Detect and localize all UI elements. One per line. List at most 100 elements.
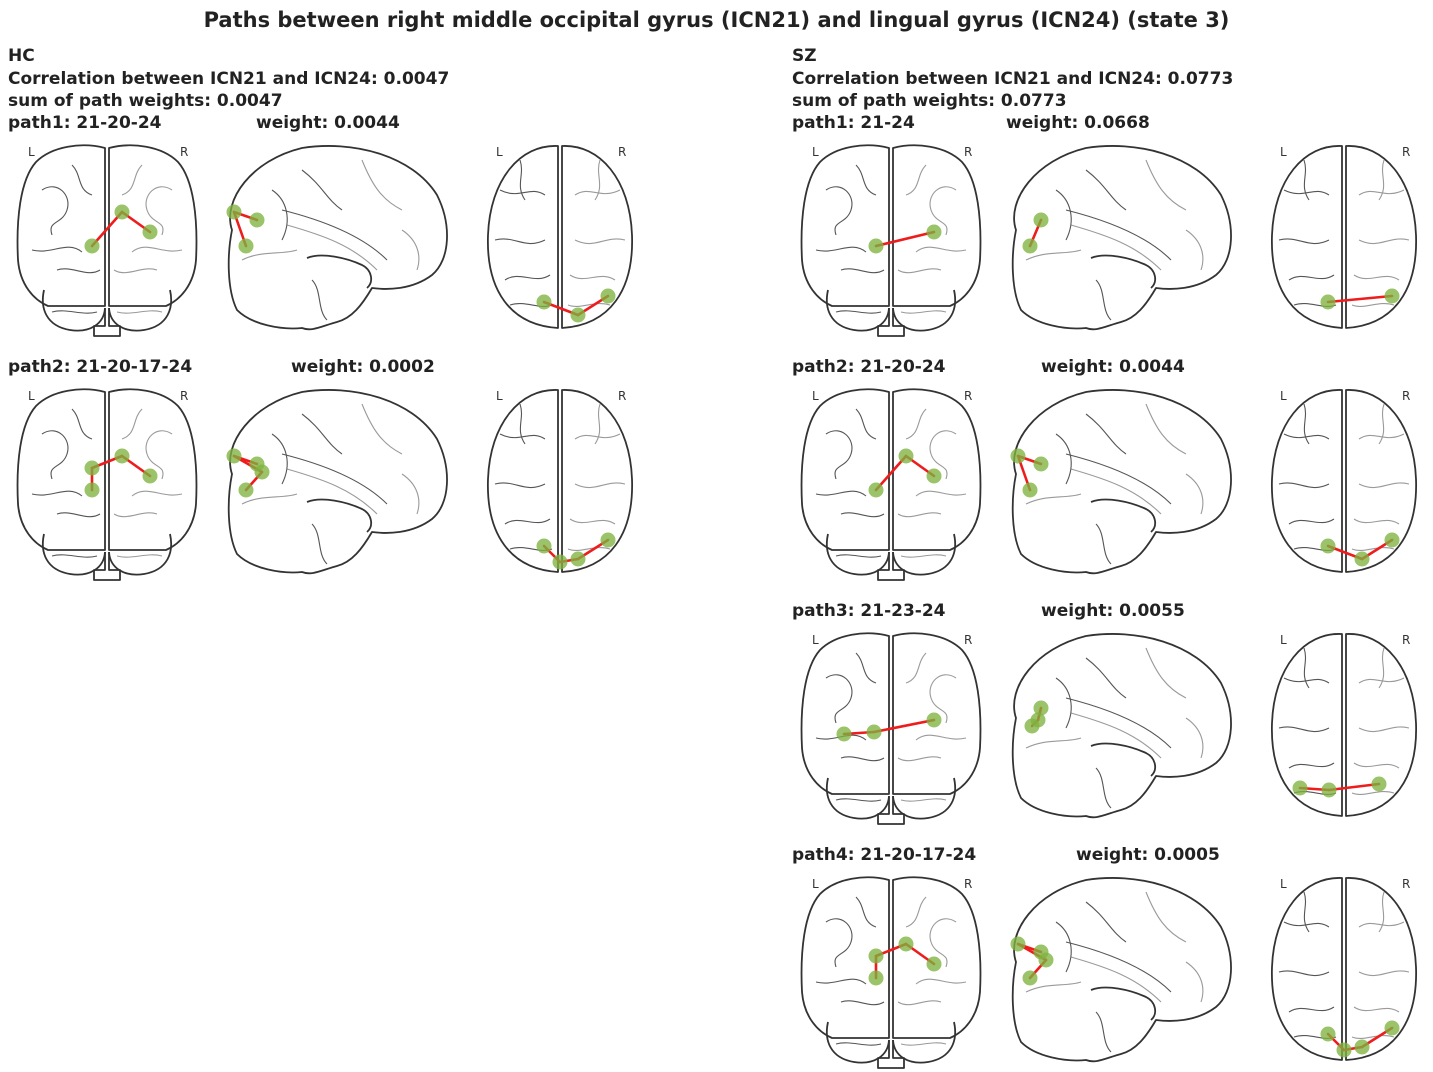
brain-sulcus: [113, 268, 158, 274]
brain-sulcus: [31, 490, 83, 497]
brain-sulcus: [1095, 279, 1112, 321]
brain-sulcus: [1351, 791, 1395, 795]
brain-outline: [306, 498, 373, 533]
brain-sulcus: [113, 512, 158, 518]
path-weight-sz-4: weight: 0.0005: [1076, 845, 1220, 865]
brain-sulcus: [1358, 238, 1410, 245]
side-letter-right: R: [180, 145, 188, 159]
brain-sagittal-view: [1011, 633, 1232, 819]
brain-outline: [1345, 633, 1417, 817]
node-icn20: [1010, 936, 1026, 952]
brain-sagittal-view: [226, 145, 448, 331]
brain-sulcus: [361, 403, 403, 455]
node-icn20: [1010, 448, 1026, 464]
brain-sulcus: [815, 246, 867, 253]
brain-sulcus: [1055, 921, 1072, 973]
path-weight-sz-1: weight: 0.0668: [1006, 113, 1150, 133]
brain-outline: [561, 389, 633, 573]
node-icn21: [142, 468, 158, 484]
brain-sulcus: [499, 189, 546, 196]
brain-sulcus: [1378, 647, 1385, 689]
brain-sulcus: [897, 512, 942, 518]
brain-sulcus: [131, 490, 183, 497]
node-icn20: [570, 307, 586, 323]
brain-sulcus: [1358, 482, 1410, 489]
brain-sulcus: [825, 186, 853, 236]
brain-sulcus: [301, 169, 343, 211]
brain-outline: [108, 388, 198, 551]
brain-sulcus: [915, 490, 967, 497]
brain-outline: [892, 289, 956, 332]
node-icn21: [142, 224, 158, 240]
side-letter-right: R: [618, 389, 626, 403]
side-letter-left: L: [1280, 145, 1287, 159]
group-label-hc: HC: [8, 46, 35, 66]
brain-sulcus: [1288, 274, 1335, 281]
brain-outline: [826, 289, 890, 332]
brain-sulcus: [401, 229, 420, 271]
brain-sulcus: [855, 408, 877, 440]
path-label-sz-2: path2: 21-20-24: [792, 357, 946, 377]
brain-sulcus: [1358, 921, 1405, 928]
brain-outline: [877, 552, 905, 581]
node-icn24: [1024, 718, 1040, 734]
node-icn20: [1354, 551, 1370, 567]
brain-sulcus: [1358, 189, 1405, 196]
side-letter-right: R: [964, 145, 972, 159]
brain-sulcus: [311, 523, 328, 565]
node-icn21: [1384, 532, 1400, 548]
brain-sulcus: [1358, 726, 1410, 733]
side-letter-left: L: [28, 389, 35, 403]
brain-sulcus: [1353, 518, 1400, 525]
brain-outline: [826, 777, 890, 820]
brain-sulcus: [281, 209, 388, 261]
side-letter-left: L: [496, 389, 503, 403]
brain-outline: [1345, 389, 1417, 573]
brain-sulcus: [840, 1000, 885, 1006]
brain-sulcus: [121, 408, 143, 440]
brain-sulcus: [1288, 762, 1335, 769]
side-letter-right: R: [618, 145, 626, 159]
node-icn24: [1022, 482, 1038, 498]
brain-sulcus: [504, 518, 551, 525]
path-label-sz-1: path1: 21-24: [792, 113, 915, 133]
side-letter-left: L: [1280, 389, 1287, 403]
brain-sulcus: [574, 189, 621, 196]
brain-sagittal-view: [1010, 389, 1232, 575]
brain-outline: [800, 876, 890, 1039]
node-icn21: [1384, 288, 1400, 304]
brain-sulcus: [1283, 677, 1330, 684]
brain-sulcus: [1145, 159, 1187, 211]
brain-outline: [877, 796, 905, 825]
brain-sulcus: [1085, 901, 1127, 943]
brain-sulcus: [271, 433, 288, 485]
brain-sulcus: [1303, 891, 1310, 933]
side-letter-left: L: [496, 145, 503, 159]
brain-sulcus: [1055, 677, 1072, 729]
brain-outline: [16, 388, 106, 551]
brain-sulcus: [519, 403, 526, 445]
brain-sulcus: [905, 896, 927, 928]
side-letter-right: R: [1402, 145, 1410, 159]
side-letter-left: L: [812, 145, 819, 159]
brain-sulcus: [1283, 921, 1330, 928]
node-icn24: [536, 294, 552, 310]
brain-sulcus: [1353, 762, 1400, 769]
brain-outline: [1011, 145, 1232, 331]
brain-sulcus: [915, 978, 967, 985]
brain-sulcus: [929, 430, 957, 480]
brain-sulcus: [1351, 303, 1395, 307]
brain-outline: [561, 145, 633, 329]
node-icn24: [1292, 780, 1308, 796]
brain-outline: [42, 533, 106, 576]
node-icn20: [114, 448, 130, 464]
brain-outline: [892, 777, 956, 820]
brain-sulcus: [574, 433, 621, 440]
brain-sulcus: [1065, 941, 1172, 993]
brain-outline: [1271, 877, 1343, 1061]
brain-sulcus: [1278, 970, 1330, 977]
node-icn17: [1038, 952, 1054, 968]
brain-sulcus: [1303, 159, 1310, 201]
